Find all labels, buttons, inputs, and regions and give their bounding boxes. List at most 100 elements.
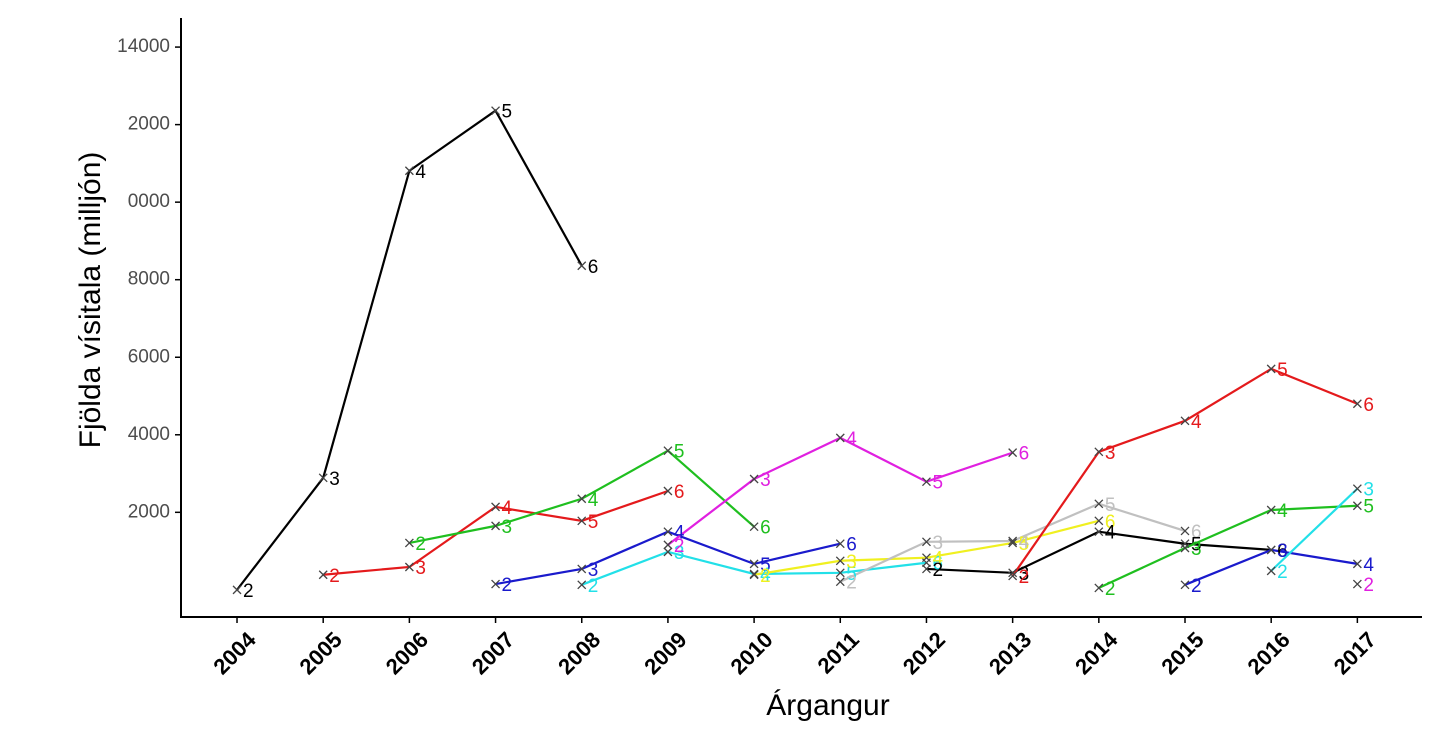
series-line [1011, 367, 1358, 577]
point-label: 2 [674, 536, 685, 557]
point-label: 2 [243, 581, 254, 602]
point-marker [835, 577, 845, 587]
point-marker [577, 580, 587, 590]
point-marker [491, 579, 501, 589]
point-label: 3 [329, 469, 340, 490]
series-line [1184, 548, 1358, 586]
point-marker [1180, 580, 1190, 590]
point-marker [663, 527, 673, 537]
point-marker [922, 564, 931, 574]
x-tick-label: 2007 [467, 627, 519, 679]
point-label: 2 [1363, 575, 1374, 596]
point-marker [835, 433, 845, 443]
point-label: 5 [1363, 497, 1374, 518]
point-label: 3 [1363, 480, 1374, 501]
point-label: 3 [588, 560, 599, 581]
series-line [236, 109, 583, 591]
series-line [753, 519, 1100, 576]
point-label: 4 [502, 498, 513, 519]
point-marker [749, 559, 759, 569]
point-marker [922, 537, 931, 547]
point-marker [491, 106, 501, 116]
point-marker [663, 486, 673, 496]
point-marker [232, 585, 242, 595]
x-tick-label: 2014 [1070, 626, 1123, 679]
point-label: 2 [1277, 562, 1288, 583]
point-label: 6 [674, 482, 685, 503]
point-label: 3 [1191, 539, 1202, 560]
point-marker [663, 446, 673, 456]
series-line [1098, 504, 1358, 589]
point-marker [1266, 545, 1276, 555]
point-marker [1094, 499, 1104, 509]
y-tick-label: 2000 [128, 114, 170, 135]
point-label: 4 [846, 429, 857, 450]
point-marker [318, 473, 328, 483]
x-tick-label: 2015 [1156, 627, 1208, 679]
point-marker [663, 540, 673, 550]
point-marker [318, 570, 328, 580]
point-label: 5 [846, 564, 857, 585]
point-marker [491, 502, 501, 512]
y-tick-label: 4000 [128, 424, 170, 445]
x-tick-label: 2005 [295, 627, 347, 679]
series-line [1270, 487, 1359, 572]
point-label: 5 [674, 442, 685, 463]
point-marker [577, 516, 587, 526]
point-marker [1008, 536, 1018, 546]
point-label: 3 [932, 533, 943, 554]
point-label: 2 [1105, 579, 1116, 600]
point-marker [404, 562, 414, 572]
point-label: 4 [1363, 555, 1374, 576]
series-line [581, 550, 927, 586]
point-marker [577, 494, 587, 504]
point-label: 5 [760, 555, 771, 576]
point-marker [922, 477, 931, 487]
point-marker [404, 166, 414, 176]
point-marker [1180, 539, 1190, 549]
point-marker [1008, 448, 1018, 458]
point-marker [749, 522, 759, 532]
point-label: 5 [1277, 360, 1288, 381]
point-marker [1266, 566, 1276, 576]
point-label: 4 [1277, 501, 1288, 522]
point-label: 5 [1191, 535, 1202, 556]
series-line [409, 449, 755, 545]
point-label: 5 [588, 512, 599, 533]
point-label: 4 [1105, 523, 1116, 544]
point-label: 5 [1019, 534, 1030, 555]
point-marker [1352, 501, 1362, 511]
point-label: 6 [1191, 522, 1202, 543]
point-marker [1094, 516, 1104, 526]
point-label: 4 [932, 549, 943, 570]
point-marker [1094, 527, 1104, 537]
point-label: 3 [415, 558, 426, 579]
point-label: 6 [1277, 541, 1288, 562]
series-line [323, 489, 669, 576]
point-label: 5 [502, 102, 513, 123]
point-marker [1352, 399, 1362, 409]
point-label: 6 [588, 257, 599, 278]
point-label: 6 [846, 535, 857, 556]
point-marker [663, 547, 673, 557]
point-label: 6 [1105, 512, 1116, 533]
point-marker [1008, 571, 1018, 581]
y-tick-label: 0000 [128, 191, 170, 212]
point-label: 6 [1363, 395, 1374, 416]
point-marker [922, 553, 931, 563]
x-tick-label: 2004 [208, 626, 261, 679]
x-axis-label: Árgangur [766, 689, 889, 722]
point-marker [1180, 526, 1190, 536]
point-label: 4 [415, 162, 426, 183]
x-tick-label: 2017 [1329, 627, 1381, 679]
point-marker [1008, 568, 1018, 578]
point-label: 4 [588, 490, 599, 511]
point-label: 3 [502, 517, 513, 538]
point-label: 2 [1019, 567, 1030, 588]
point-label: 2 [588, 576, 599, 597]
point-label: 6 [760, 518, 771, 539]
series-line [667, 436, 1013, 546]
point-label: 4 [1019, 532, 1030, 553]
point-marker [1266, 364, 1276, 374]
